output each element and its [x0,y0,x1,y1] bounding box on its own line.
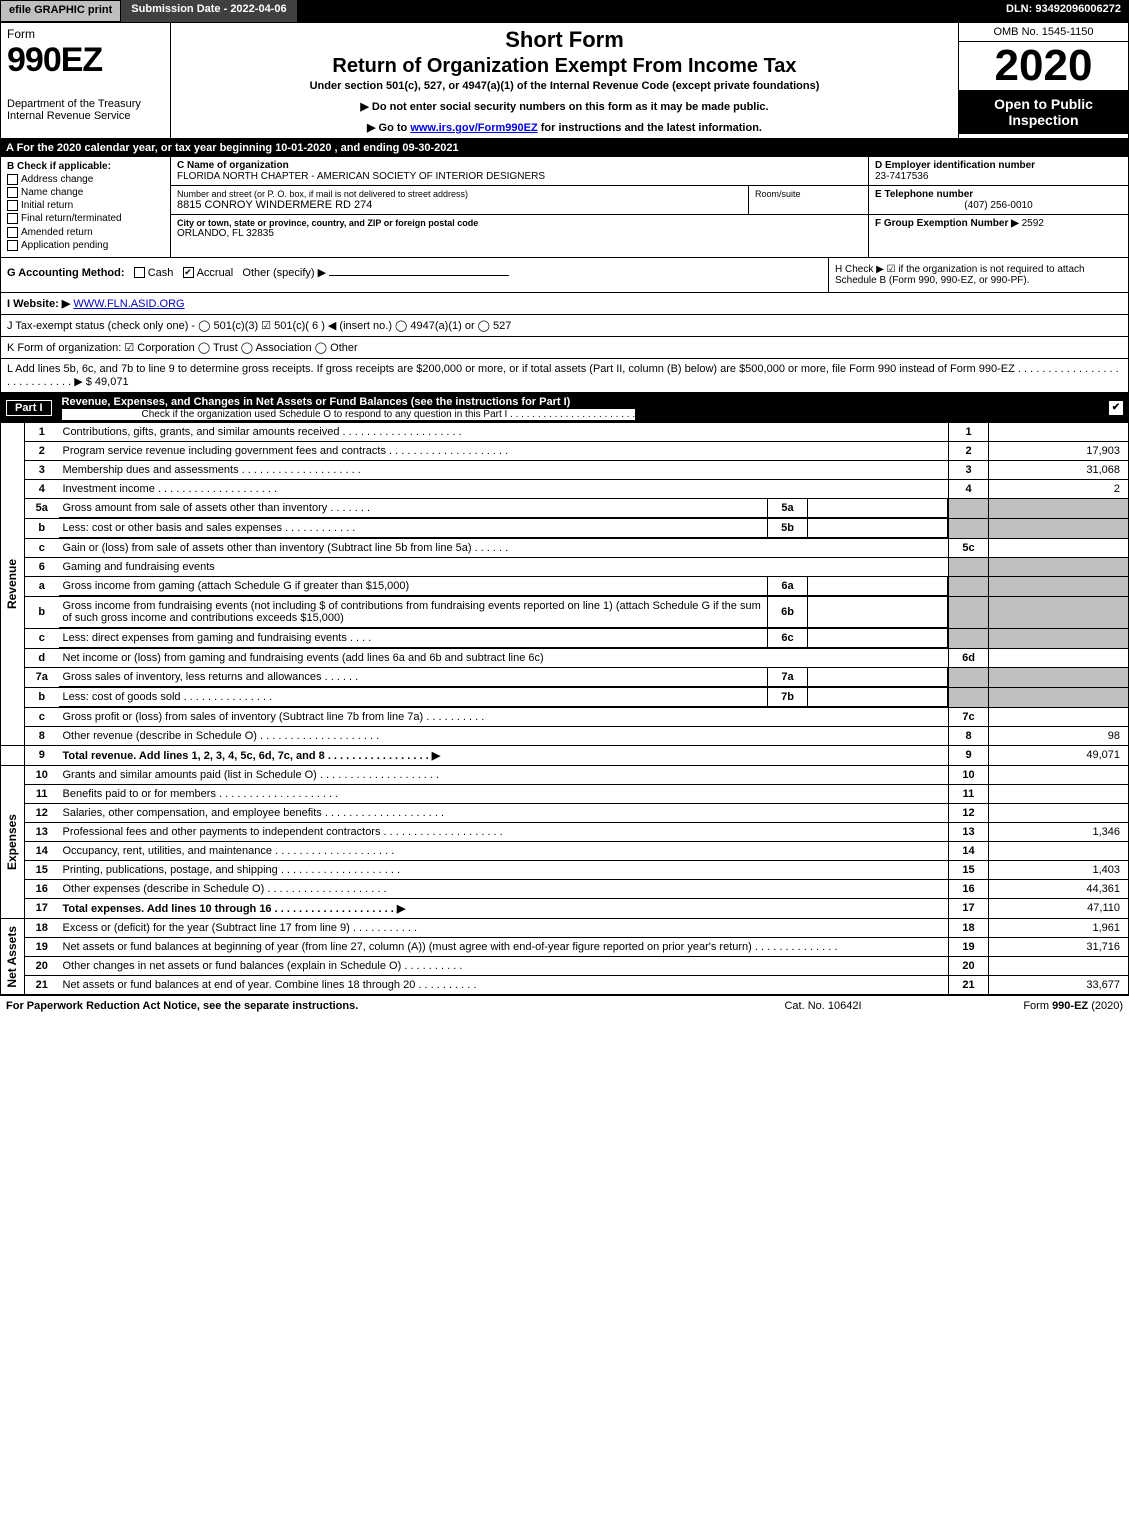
form-word: Form [7,27,164,41]
street-address: 8815 CONROY WINDERMERE RD 274 [177,199,742,211]
part1-header: Part I Revenue, Expenses, and Changes in… [0,393,1129,423]
org-name: FLORIDA NORTH CHAPTER - AMERICAN SOCIETY… [177,171,862,182]
expenses-side-label: Expenses [5,814,19,870]
page-footer: For Paperwork Reduction Act Notice, see … [0,995,1129,1016]
goto-pre: ▶ Go to [367,122,410,134]
short-form-title: Short Form [177,27,952,53]
city-state-zip: ORLANDO, FL 32835 [177,228,862,239]
open-inspection: Open to Public Inspection [959,90,1128,134]
row-l-gross-receipts: L Add lines 5b, 6c, and 7b to line 9 to … [0,359,1129,393]
phone-label: E Telephone number [875,189,1122,200]
form-number: 990EZ [7,41,164,80]
row-i-website: I Website: ▶ WWW.FLN.ASID.ORG [0,293,1129,315]
ein-label: D Employer identification number [875,160,1122,171]
form-ref: Form 990-EZ (2020) [923,1000,1123,1012]
chk-final-return[interactable]: Final return/terminated [7,213,164,224]
ein-value: 23-7417536 [875,171,1122,182]
section-bcdef: B Check if applicable: Address change Na… [0,157,1129,258]
org-name-label: C Name of organization [177,160,862,171]
chk-application-pending[interactable]: Application pending [7,240,164,251]
schedule-b-check: H Check ▶ ☑ if the organization is not r… [828,258,1128,292]
chk-initial-return[interactable]: Initial return [7,200,164,211]
room-label: Room/suite [755,189,862,199]
form-header: Form 990EZ Department of the Treasury In… [0,22,1129,139]
submission-date: Submission Date - 2022-04-06 [121,0,296,22]
city-label: City or town, state or province, country… [177,218,862,228]
chk-address-change[interactable]: Address change [7,174,164,185]
part1-label: Part I [6,400,52,416]
phone-value: (407) 256-0010 [875,200,1122,211]
website-link[interactable]: WWW.FLN.ASID.ORG [73,298,184,310]
goto-line: ▶ Go to www.irs.gov/Form990EZ for instru… [177,121,952,134]
omb-number: OMB No. 1545-1150 [959,23,1128,42]
return-title: Return of Organization Exempt From Incom… [177,55,952,78]
accounting-method: G Accounting Method: Cash ✔Accrual Other… [1,258,828,292]
part1-sub: Check if the organization used Schedule … [62,409,636,420]
tax-year: 2020 [959,42,1128,90]
goto-post: for instructions and the latest informat… [538,122,762,134]
group-exemption-label: F Group Exemption Number ▶ [875,218,1019,229]
header-right: OMB No. 1545-1150 2020 Open to Public In… [958,23,1128,138]
row-gh: G Accounting Method: Cash ✔Accrual Other… [0,258,1129,293]
cat-number: Cat. No. 10642I [723,1000,923,1012]
part1-schedule-o-check[interactable]: ✔ [1109,401,1123,415]
header-center: Short Form Return of Organization Exempt… [171,23,958,138]
netassets-side-label: Net Assets [5,926,19,988]
line-a-period: A For the 2020 calendar year, or tax yea… [0,139,1129,157]
row-j-tax-exempt: J Tax-exempt status (check only one) - ◯… [0,315,1129,337]
box-b: B Check if applicable: Address change Na… [1,157,171,257]
row-k-org-form: K Form of organization: ☑ Corporation ◯ … [0,337,1129,359]
box-def: D Employer identification number 23-7417… [868,157,1128,257]
revenue-side-label: Revenue [5,559,19,609]
street-label: Number and street (or P. O. box, if mail… [177,189,742,199]
part1-table: Revenue 1Contributions, gifts, grants, a… [0,423,1129,995]
irs-link[interactable]: www.irs.gov/Form990EZ [410,122,537,134]
department-label: Department of the Treasury Internal Reve… [7,98,164,122]
box-c: C Name of organization FLORIDA NORTH CHA… [171,157,868,257]
part1-title: Revenue, Expenses, and Changes in Net As… [62,396,571,408]
chk-amended-return[interactable]: Amended return [7,227,164,238]
dln-label: DLN: 93492096006272 [998,0,1129,22]
paperwork-notice: For Paperwork Reduction Act Notice, see … [6,1000,723,1012]
ssn-warning: ▶ Do not enter social security numbers o… [177,100,952,113]
under-section: Under section 501(c), 527, or 4947(a)(1)… [177,80,952,92]
header-left: Form 990EZ Department of the Treasury In… [1,23,171,138]
box-b-label: B Check if applicable: [7,161,164,172]
efile-print-button[interactable]: efile GRAPHIC print [0,0,121,22]
chk-name-change[interactable]: Name change [7,187,164,198]
group-exemption-value: 2592 [1022,218,1044,229]
top-bar: efile GRAPHIC print Submission Date - 20… [0,0,1129,22]
